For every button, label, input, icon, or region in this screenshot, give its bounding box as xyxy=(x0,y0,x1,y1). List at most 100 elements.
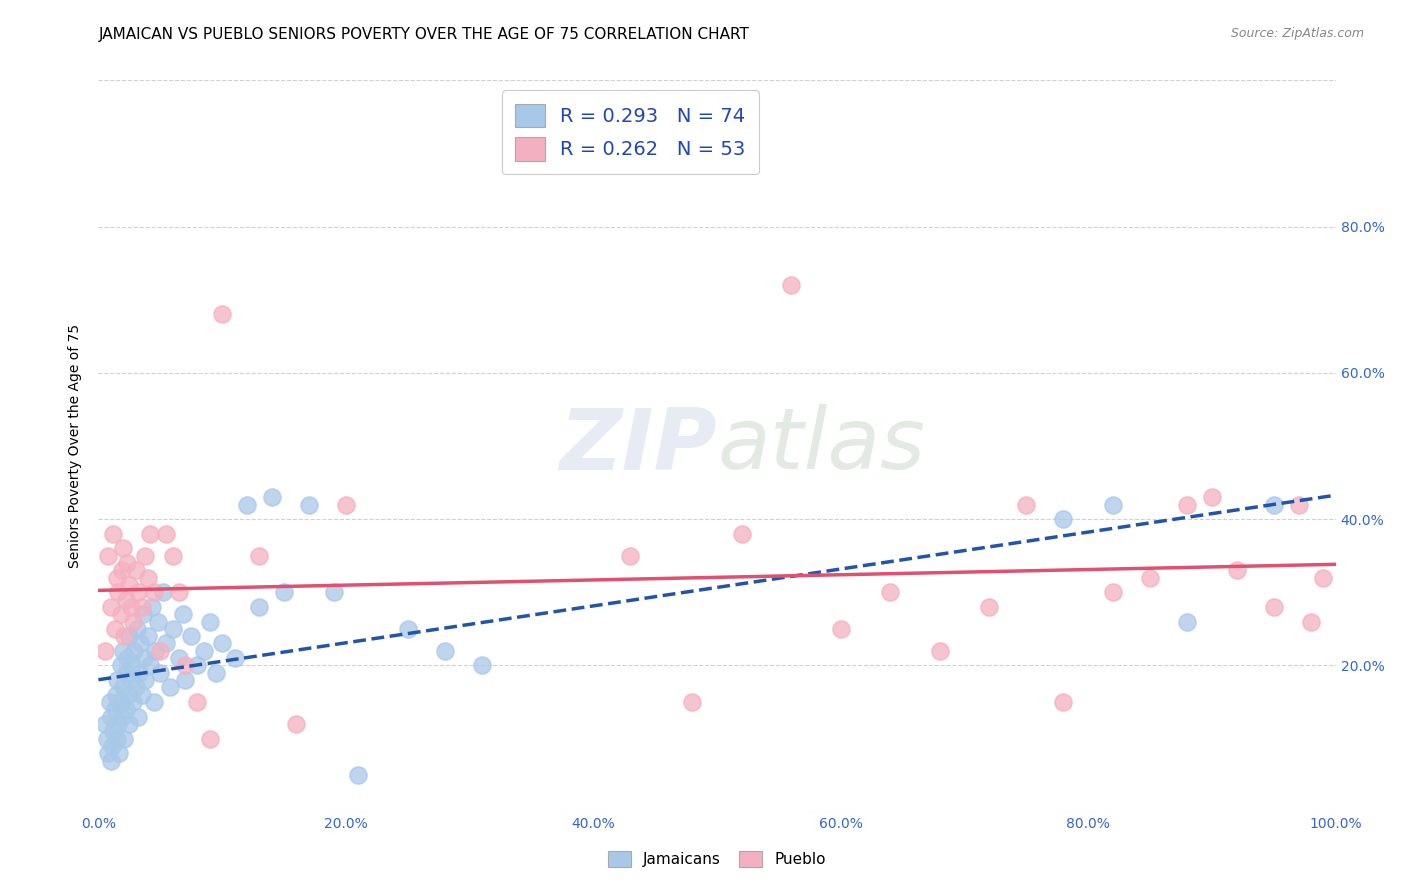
Point xyxy=(118,717,141,731)
Text: Source: ZipAtlas.com: Source: ZipAtlas.com xyxy=(1230,27,1364,40)
Point xyxy=(100,599,122,614)
Point xyxy=(167,585,190,599)
Point xyxy=(127,585,149,599)
Point xyxy=(134,673,156,687)
Point xyxy=(619,549,641,563)
Point xyxy=(108,746,131,760)
Point xyxy=(247,599,270,614)
Point xyxy=(136,571,159,585)
Point xyxy=(114,702,136,716)
Point xyxy=(928,644,950,658)
Point xyxy=(134,549,156,563)
Point xyxy=(124,681,146,695)
Point xyxy=(186,695,208,709)
Point xyxy=(193,644,215,658)
Point xyxy=(396,622,419,636)
Point xyxy=(112,541,135,556)
Point xyxy=(115,651,138,665)
Point xyxy=(93,644,115,658)
Point xyxy=(110,695,132,709)
Point xyxy=(224,651,246,665)
Point xyxy=(149,644,172,658)
Point xyxy=(1263,599,1285,614)
Point xyxy=(107,717,129,731)
Point xyxy=(122,615,145,629)
Point xyxy=(114,665,136,680)
Point xyxy=(120,673,142,687)
Point xyxy=(110,607,132,622)
Point xyxy=(1139,571,1161,585)
Point xyxy=(780,278,803,293)
Point xyxy=(1052,512,1074,526)
Point xyxy=(172,607,194,622)
Text: atlas: atlas xyxy=(717,404,925,488)
Point xyxy=(1299,615,1322,629)
Point xyxy=(347,768,370,782)
Point xyxy=(471,658,494,673)
Point xyxy=(1015,498,1038,512)
Point xyxy=(103,622,125,636)
Point xyxy=(118,578,141,592)
Point xyxy=(110,658,132,673)
Point xyxy=(114,592,136,607)
Point xyxy=(121,658,143,673)
Point xyxy=(93,717,115,731)
Point xyxy=(97,746,120,760)
Point xyxy=(322,585,344,599)
Point xyxy=(162,622,184,636)
Point xyxy=(211,307,233,321)
Point xyxy=(1263,498,1285,512)
Point xyxy=(105,731,128,746)
Point xyxy=(112,681,135,695)
Point xyxy=(111,563,134,577)
Point xyxy=(273,585,295,599)
Point xyxy=(131,599,153,614)
Point xyxy=(1226,563,1249,577)
Point xyxy=(125,622,148,636)
Point xyxy=(1102,585,1125,599)
Point xyxy=(124,563,146,577)
Point xyxy=(139,658,162,673)
Point xyxy=(101,739,124,753)
Point xyxy=(146,615,169,629)
Point xyxy=(128,665,150,680)
Point xyxy=(198,615,221,629)
Point xyxy=(112,629,135,643)
Point xyxy=(122,695,145,709)
Point xyxy=(174,658,197,673)
Point xyxy=(112,644,135,658)
Point xyxy=(247,549,270,563)
Point xyxy=(180,629,202,643)
Point xyxy=(149,665,172,680)
Point xyxy=(141,599,163,614)
Point xyxy=(681,695,703,709)
Point xyxy=(335,498,357,512)
Point xyxy=(174,673,197,687)
Point xyxy=(134,651,156,665)
Point xyxy=(1201,490,1223,504)
Point xyxy=(162,549,184,563)
Point xyxy=(100,754,122,768)
Point xyxy=(155,526,177,541)
Point xyxy=(236,498,259,512)
Point xyxy=(1175,498,1198,512)
Legend: Jamaicans, Pueblo: Jamaicans, Pueblo xyxy=(602,846,832,873)
Point xyxy=(205,665,228,680)
Point xyxy=(1052,695,1074,709)
Point xyxy=(129,636,152,650)
Point xyxy=(143,644,166,658)
Point xyxy=(167,651,190,665)
Point xyxy=(118,629,141,643)
Point xyxy=(260,490,283,504)
Point xyxy=(1102,498,1125,512)
Point xyxy=(979,599,1001,614)
Point xyxy=(97,549,120,563)
Point xyxy=(139,526,162,541)
Point xyxy=(143,695,166,709)
Point xyxy=(104,688,127,702)
Point xyxy=(143,585,166,599)
Point xyxy=(1288,498,1310,512)
Point xyxy=(211,636,233,650)
Point xyxy=(107,585,129,599)
Point xyxy=(115,556,138,570)
